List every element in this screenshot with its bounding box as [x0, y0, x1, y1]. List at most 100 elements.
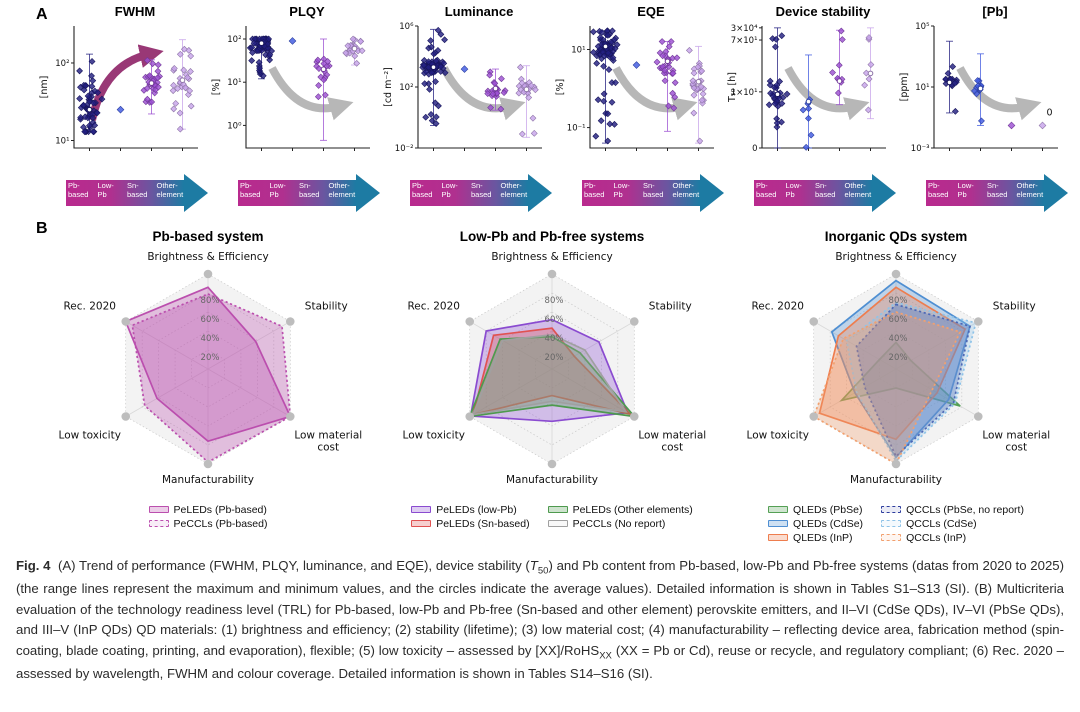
legend-item-peccls-pb-based: PeCCLs (Pb-based) — [148, 517, 267, 530]
average-marker — [320, 66, 327, 73]
axis-vertex-dot — [203, 269, 213, 279]
y-tick-label: 3×10⁴ — [731, 24, 758, 34]
y-tick-label: 10¹ — [915, 83, 929, 93]
caption-segment: T — [529, 558, 538, 573]
average-marker — [602, 43, 609, 50]
y-tick-label: 7×10¹ — [731, 36, 758, 46]
category-axis-band: Pb-based Low- Pb Sn-based Other-element — [66, 180, 184, 206]
series-qccls-pbse-no-report — [855, 303, 971, 458]
category-axis-band: Pb-based Low- Pb Sn-based Other-element — [926, 180, 1044, 206]
average-marker — [774, 91, 781, 98]
group-low-pb — [799, 54, 815, 151]
series-peleds-other-elements — [468, 335, 637, 418]
category-label-other-element: Other-element — [844, 181, 872, 199]
ring-label: 60% — [545, 315, 564, 325]
category-axis-arrow: Pb-based Low- Pb Sn-based Other-element — [238, 173, 382, 213]
group-other-element — [515, 63, 539, 138]
category-label-other-element: Other-element — [500, 181, 528, 199]
eqe-strip-chart: 10⁻¹ 10¹ [%] — [555, 26, 714, 151]
ring-label: 80% — [889, 296, 908, 306]
luminance-strip-chart: 10⁻² 10² 10⁶ [cd m⁻²] — [383, 22, 542, 154]
legend-swatch — [881, 534, 902, 541]
radar-chart-title: Pb-based system — [152, 229, 264, 244]
legend-swatch — [768, 506, 789, 513]
strip-plot-title: Luminance — [444, 4, 514, 19]
ring-label: 40% — [201, 334, 220, 344]
category-label-sn-based: Sn-based — [127, 181, 148, 199]
ring-label: 40% — [889, 334, 908, 344]
group-low-pb — [460, 65, 469, 73]
radar-axis-label-rec-2020: Rec. 2020 — [751, 301, 803, 313]
group-low-pb — [971, 53, 985, 126]
y-tick-label: 10² — [227, 35, 241, 45]
y-tick-label: 1×10¹ — [731, 88, 758, 98]
category-label-low-pb: Low- Pb — [269, 181, 286, 199]
legend-swatch — [547, 520, 568, 527]
category-label-other-element: Other-element — [1016, 181, 1044, 199]
category-label-low-pb: Low- Pb — [785, 181, 802, 199]
strip-plot-title: PLQY — [289, 4, 325, 19]
axis-vertex-dot — [891, 269, 901, 279]
strip-plot-pb: [Pb] 10⁻³ 10¹ 10⁵ [ppm] 0 Pb-based Low- Pb Sn-bas… — [898, 4, 1070, 213]
average-marker — [695, 78, 702, 85]
caption-segment: (A) Trend of performance (FWHM, PLQY, lu… — [50, 558, 530, 573]
category-axis-arrow: Pb-based Low- Pb Sn-based Other-element — [754, 173, 898, 213]
radar-legend: QLEDs (PbSe) QLEDs (CdSe) QLEDs (InP) QCCLs… — [724, 503, 1068, 544]
ring-label: 60% — [201, 315, 220, 325]
average-marker — [664, 58, 671, 65]
radar-chart-pb-based-system: Pb-based system 80% 60% 40% 20% Brightness & … — [36, 229, 380, 544]
ring-label: 20% — [201, 353, 220, 363]
group-other-element — [1038, 121, 1047, 130]
caption-segment: Fig. 4 — [16, 558, 51, 573]
category-axis-band: Pb-based Low- Pb Sn-based Other-element — [582, 180, 700, 206]
fwhm-strip-chart: 10¹ 10² [nm] — [39, 26, 198, 151]
average-marker — [351, 45, 358, 52]
caption-segment: ) and Pb content from Pb-based, low-Pb a… — [16, 558, 1065, 658]
y-tick-label: 10⁶ — [399, 22, 414, 32]
average-marker — [492, 85, 499, 92]
radar-legend: PeLEDs (Pb-based) PeCCLs (Pb-based) — [36, 503, 380, 530]
radar-axis-label-rec-2020: Rec. 2020 — [63, 301, 115, 313]
radar-axis-label-brightness-efficiency: Brightness & Efficiency — [491, 251, 612, 263]
average-marker — [430, 64, 437, 70]
category-label-other-element: Other-element — [328, 181, 356, 199]
legend-swatch — [148, 506, 169, 513]
group-sn-based — [140, 57, 163, 115]
group-other-element — [342, 35, 366, 67]
y-tick-label: 10⁻² — [395, 144, 414, 154]
radar-axis-label-manufacturability: Manufacturability — [850, 474, 942, 486]
series-qleds-inp — [818, 286, 967, 441]
axis-vertex-dot — [973, 412, 983, 421]
category-label-low-pb: Low- Pb — [97, 181, 114, 199]
radar-chart-title: Low-Pb and Pb-free systems — [459, 229, 645, 244]
y-tick-label: 10⁵ — [915, 22, 929, 32]
plqy-strip-chart: 10⁰ 10¹ 10² [%] — [211, 26, 370, 151]
legend-label: PeLEDs (Other elements) — [572, 503, 693, 516]
ring-label: 60% — [889, 315, 908, 325]
strip-plot-eqe: EQE 10⁻¹ 10¹ [%] Pb-based Low- Pb Sn-based Other… — [554, 4, 726, 213]
radar-axis-label-low-material-cost: Low material cost — [982, 430, 1050, 454]
group-pb-based — [419, 26, 449, 128]
series-qccls-inp — [812, 311, 962, 466]
y-tick-label: 10⁰ — [227, 121, 242, 131]
trend-arrow — [268, 66, 354, 121]
strip-plot-title: Device stability — [775, 4, 871, 19]
category-axis-arrow: Pb-based Low- Pb Sn-based Other-element — [66, 173, 210, 213]
category-label-pb-based: Pb-based — [68, 181, 89, 199]
legend-label: QLEDs (InP) — [793, 531, 853, 544]
axis-vertex-dot — [285, 412, 295, 421]
group-sn-based — [484, 68, 509, 113]
category-label-pb-based: Pb-based — [928, 181, 949, 199]
ring-label: 20% — [889, 353, 908, 363]
ring-label: 80% — [545, 296, 564, 306]
y-tick-label: 10² — [399, 83, 413, 93]
category-axis-arrowhead — [1044, 174, 1068, 212]
category-axis-arrow: Pb-based Low- Pb Sn-based Other-element — [926, 173, 1070, 213]
category-label-pb-based: Pb-based — [756, 181, 777, 199]
y-axis-label: [nm] — [39, 76, 50, 99]
category-axis-arrowhead — [872, 174, 896, 212]
panel-a-label: A — [36, 6, 48, 23]
average-marker — [867, 70, 874, 77]
group-sn-based — [653, 38, 681, 132]
